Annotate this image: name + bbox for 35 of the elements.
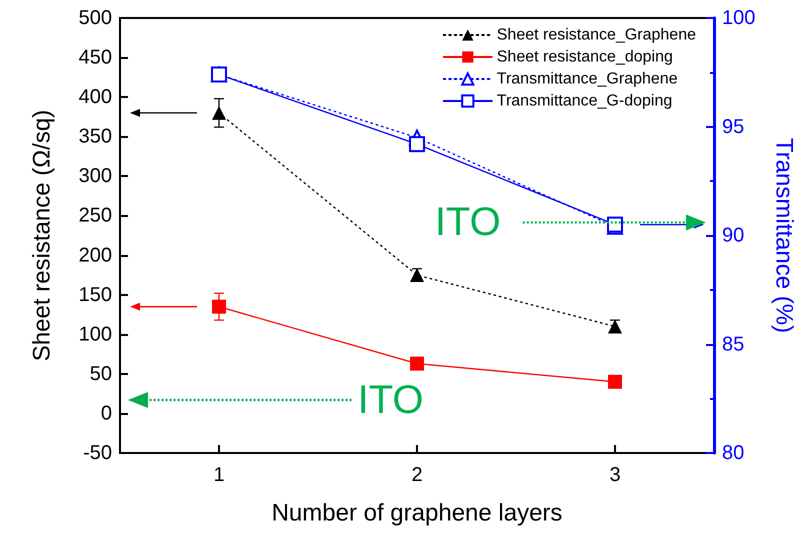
y2-axis-title: Transmittance (%): [770, 138, 798, 334]
x-tick-label: 3: [609, 464, 621, 486]
y-axis-title: Sheet resistance (Ω/sq): [28, 110, 56, 362]
point: [212, 106, 226, 120]
legend-label: Sheet resistance_doping: [496, 48, 673, 66]
legend-label: Transmittance_Graphene: [496, 70, 678, 88]
legend-label: Sheet resistance_Graphene: [496, 26, 696, 44]
y2-tick-label: 85: [722, 333, 744, 356]
y2-tick-label: 100: [722, 7, 756, 29]
legend-label: Transmittance_G-doping: [496, 92, 672, 110]
y-tick-label: 350: [78, 126, 112, 148]
y-tick-label: -50: [83, 442, 112, 464]
ref-line-label: ITO: [358, 378, 424, 422]
x-tick-label: 1: [213, 464, 225, 486]
y2-tick-label: 90: [722, 224, 744, 246]
y-tick-label: 0: [100, 402, 112, 424]
point: [212, 300, 226, 314]
y2-tick-label: 95: [722, 116, 744, 138]
y-tick-label: 300: [78, 165, 112, 188]
y-tick-label: 50: [90, 362, 112, 385]
x-axis-title: Number of graphene layers: [272, 500, 562, 526]
y-tick-label: 150: [78, 284, 112, 306]
point: [410, 356, 424, 371]
y-tick-label: 200: [78, 244, 112, 266]
x-tick-label: 2: [411, 464, 423, 486]
ref-line-label: ITO: [434, 200, 501, 244]
point: [211, 66, 227, 83]
y-tick-label: 450: [78, 46, 112, 69]
point: [608, 374, 622, 389]
y-tick-label: 500: [78, 7, 112, 29]
y-tick-label: 400: [78, 86, 112, 108]
point: [409, 136, 425, 152]
y-tick-label: 100: [78, 323, 112, 346]
y2-tick-label: 80: [722, 442, 744, 464]
y-tick-label: 250: [78, 204, 112, 227]
